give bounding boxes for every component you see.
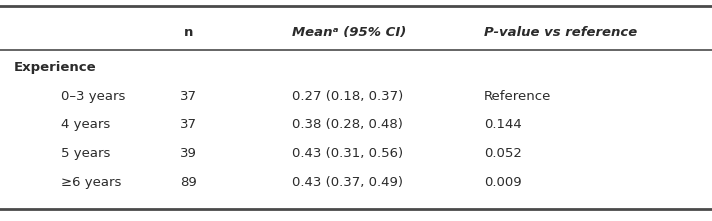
Text: 0.27 (0.18, 0.37): 0.27 (0.18, 0.37) [292,90,403,103]
Text: 0.052: 0.052 [484,147,522,160]
Text: 0.144: 0.144 [484,118,522,131]
Text: Experience: Experience [14,61,97,74]
Text: P-value vs reference: P-value vs reference [484,26,637,38]
Text: 39: 39 [180,147,197,160]
Text: 4 years: 4 years [61,118,110,131]
Text: 5 years: 5 years [61,147,110,160]
Text: 0.43 (0.31, 0.56): 0.43 (0.31, 0.56) [292,147,403,160]
Text: ≥6 years: ≥6 years [61,176,121,189]
Text: n: n [184,26,194,38]
Text: Meanᵃ (95% CI): Meanᵃ (95% CI) [292,26,406,38]
Text: 37: 37 [180,118,197,131]
Text: 0.43 (0.37, 0.49): 0.43 (0.37, 0.49) [292,176,403,189]
Text: 89: 89 [180,176,197,189]
Text: Reference: Reference [484,90,552,103]
Text: 37: 37 [180,90,197,103]
Text: 0.009: 0.009 [484,176,522,189]
Text: 0.38 (0.28, 0.48): 0.38 (0.28, 0.48) [292,118,403,131]
Text: 0–3 years: 0–3 years [61,90,125,103]
